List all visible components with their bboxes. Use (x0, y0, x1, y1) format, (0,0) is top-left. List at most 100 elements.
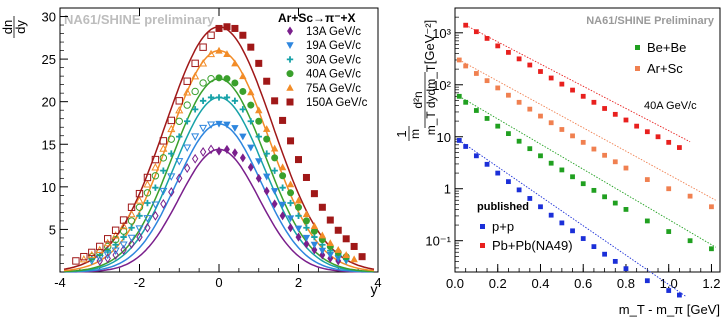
right-legend-label: Be+Be (647, 40, 686, 55)
right-point (473, 153, 479, 159)
left-point-13 (287, 223, 294, 233)
left-watermark: NA61/SHINE preliminary (64, 12, 215, 27)
left-point-13 (223, 144, 230, 154)
left-point-19 (183, 144, 192, 152)
right-point (591, 244, 597, 250)
left-point-30 (311, 233, 318, 241)
left-point-30 (120, 233, 127, 241)
left-point-150 (111, 226, 120, 234)
left-point-40 (104, 242, 112, 251)
right-point (570, 87, 575, 93)
left-point-19 (239, 133, 247, 141)
left-point-150 (263, 77, 271, 85)
left-point-30 (231, 97, 239, 105)
right-point (634, 123, 640, 129)
right-legend-published-title: published (477, 201, 529, 213)
left-point-40 (119, 227, 128, 235)
left-point-75 (255, 106, 263, 114)
right-watermark: NA61/SHINE Preliminary (586, 15, 715, 27)
right-legend-marker (635, 45, 640, 50)
right-point (495, 43, 501, 49)
left-point-19 (143, 215, 152, 223)
left-point-19 (318, 247, 327, 255)
left-point-19 (270, 188, 279, 195)
left-point-19 (310, 241, 319, 249)
right-point (612, 111, 618, 117)
left-x-axis-label: y (371, 281, 378, 297)
left-point-30 (279, 184, 286, 191)
left-y-tick-label: 20 (42, 95, 56, 110)
right-point (570, 174, 575, 180)
left-point-30 (215, 94, 223, 101)
left-point-19 (135, 225, 144, 233)
left-point-30 (191, 106, 199, 113)
left-point-13 (231, 148, 238, 158)
left-point-13 (128, 238, 135, 249)
left-legend-label-150: 150A GeV/c (306, 97, 368, 109)
left-point-13 (184, 163, 191, 174)
left-point-19 (111, 247, 120, 255)
left-y-tick-label: 30 (42, 10, 56, 25)
left-point-40 (143, 189, 152, 197)
left-point-30 (271, 167, 278, 174)
left-point-30 (152, 184, 159, 191)
left-point-19 (262, 173, 271, 181)
left-point-13 (112, 250, 119, 260)
left-ylabel-den: dy (13, 20, 28, 34)
left-point-30 (223, 94, 231, 101)
left-point-75 (334, 246, 342, 253)
right-point (687, 238, 693, 244)
left-legend-label-40: 40A GeV/c (306, 69, 361, 81)
left-point-150 (255, 59, 263, 67)
right-x-tick-label: 0.0 (446, 276, 464, 291)
left-point-13 (247, 162, 254, 172)
left-point-13 (152, 210, 159, 221)
left-y-tick-label: 5 (49, 222, 56, 237)
left-point-13 (199, 147, 207, 157)
right-fit-lines (459, 24, 716, 297)
right-point (484, 36, 490, 41)
right-point (559, 220, 565, 226)
left-point-40 (199, 79, 207, 87)
left-point-30 (207, 94, 215, 101)
right-point (644, 218, 650, 224)
left-point-75 (215, 46, 223, 54)
right-point (463, 99, 469, 105)
left-point-150 (326, 216, 334, 224)
right-point (655, 134, 661, 140)
left-point-40 (183, 101, 191, 109)
right-point (548, 75, 554, 81)
left-legend-marker-40 (286, 70, 294, 78)
left-point-40 (111, 235, 120, 244)
left-point-75 (278, 163, 287, 171)
left-point-150 (167, 116, 176, 125)
left-point-13 (311, 245, 318, 255)
right-fit-line (459, 140, 687, 297)
left-point-75 (342, 251, 350, 258)
right-point (456, 93, 462, 99)
left-point-19 (215, 120, 223, 128)
left-point-19 (302, 234, 311, 242)
left-point-30 (144, 199, 151, 207)
left-point-75 (318, 231, 327, 239)
left-point-40 (255, 117, 263, 125)
left-point-75 (286, 180, 295, 188)
left-point-75 (262, 125, 271, 132)
right-point (623, 117, 629, 123)
left-point-30 (255, 133, 262, 140)
left-point-40 (247, 101, 255, 109)
right-point (484, 161, 490, 167)
left-axis-ticks: -4 -2 0 2 4 5 10 15 20 25 30 (42, 8, 382, 290)
left-point-13 (239, 153, 246, 163)
left-point-150 (96, 242, 104, 251)
left-point-30 (247, 118, 254, 125)
left-point-19 (207, 121, 216, 129)
right-point (644, 177, 650, 182)
right-plot-frame (454, 7, 721, 273)
left-point-13 (319, 250, 326, 260)
right-point (456, 57, 462, 63)
left-chart: NA61/SHINE preliminary dn dy y -4 -2 0 2 4 5 1… (0, 7, 382, 297)
right-point (591, 187, 597, 193)
left-point-40 (279, 172, 287, 180)
